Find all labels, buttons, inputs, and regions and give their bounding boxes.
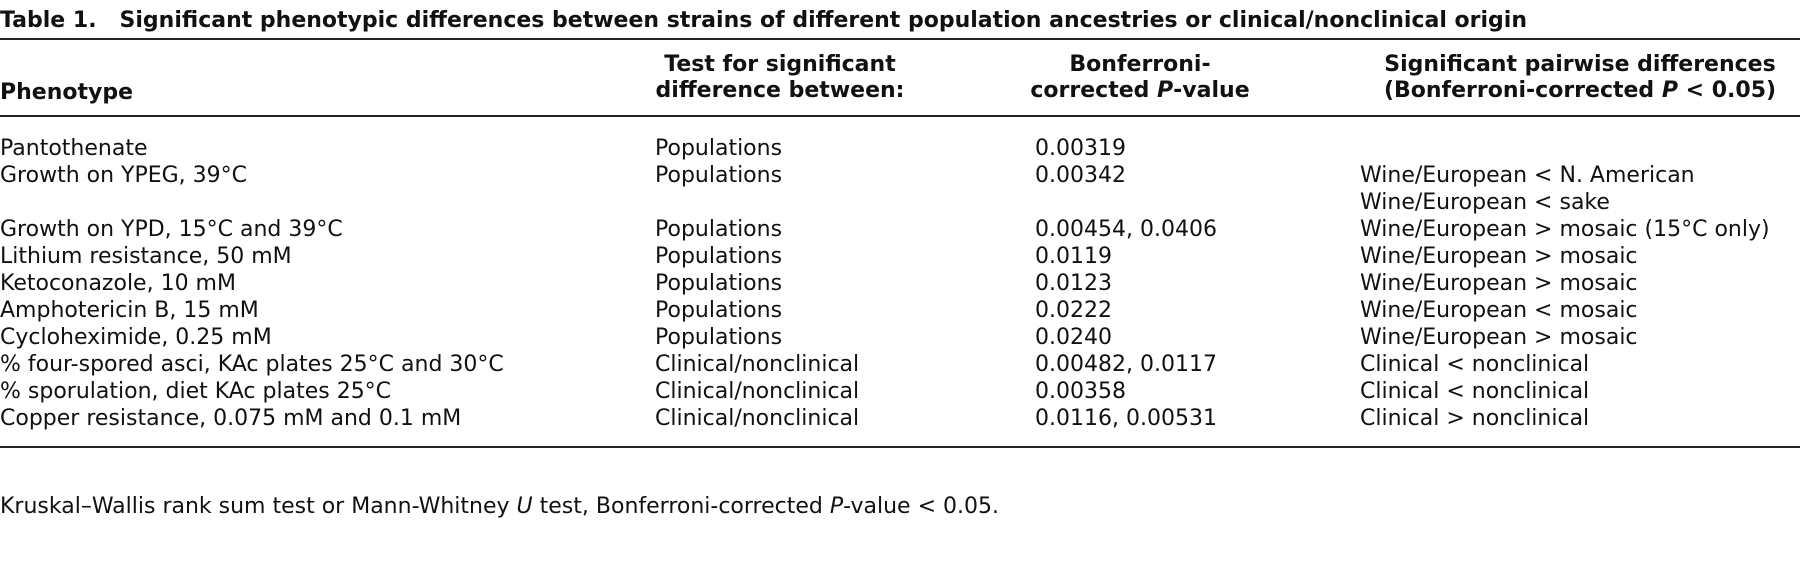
- p-value-cell: 0.0222: [1035, 298, 1112, 323]
- test-cell: Clinical/nonclinical: [655, 379, 860, 404]
- p-value-cell: 0.00319: [1035, 136, 1126, 161]
- footnote: Kruskal–Wallis rank sum test or Mann-Whi…: [0, 494, 999, 520]
- test-cell: Populations: [655, 298, 783, 323]
- test-cell: Populations: [655, 244, 783, 269]
- bottom-rule: [0, 446, 1800, 448]
- phenotype-cell: Cycloheximide, 0.25 mM: [0, 325, 272, 350]
- p-value-cell: 0.0116, 0.00531: [1035, 406, 1217, 431]
- test-cell: Populations: [655, 217, 783, 242]
- phenotype-cell: % four-spored asci, KAc plates 25°C and …: [0, 352, 504, 377]
- header-line: (Bonferroni-corrected P < 0.05): [1360, 78, 1800, 104]
- header-text: P: [1157, 78, 1174, 103]
- header-rule: [0, 115, 1800, 117]
- table-title: Significant phenotypic differences betwe…: [119, 8, 1527, 33]
- test-cell: Populations: [655, 163, 783, 188]
- table-caption: Table 1. Significant phenotypic differen…: [0, 8, 1527, 34]
- test-cell: Populations: [655, 136, 783, 161]
- footnote-text: Kruskal–Wallis rank sum test or Mann-Whi…: [0, 494, 517, 519]
- p-value-cell: 0.00482, 0.0117: [1035, 352, 1217, 377]
- difference-cell: Clinical < nonclinical: [1360, 379, 1590, 404]
- difference-cell: Wine/European > mosaic (15°C only): [1360, 217, 1770, 242]
- phenotype-cell: Lithium resistance, 50 mM: [0, 244, 292, 269]
- p-value-cell: 0.00454, 0.0406: [1035, 217, 1217, 242]
- test-cell: Populations: [655, 271, 783, 296]
- difference-cell: Wine/European < N. American: [1360, 163, 1695, 188]
- phenotype-cell: Ketoconazole, 10 mM: [0, 271, 236, 296]
- phenotype-cell: % sporulation, diet KAc plates 25°C: [0, 379, 392, 404]
- footnote-text: U: [516, 494, 533, 519]
- p-value-cell: 0.0240: [1035, 325, 1112, 350]
- footnote-text: -value < 0.05.: [843, 494, 999, 519]
- top-rule: [0, 38, 1800, 40]
- p-value-cell: 0.0123: [1035, 271, 1112, 296]
- difference-cell: Wine/European > mosaic: [1360, 271, 1638, 296]
- test-cell: Clinical/nonclinical: [655, 352, 860, 377]
- header-cell: Significant pairwise differences (Bonfer…: [1360, 52, 1800, 104]
- header-line: corrected P-value: [1020, 78, 1260, 104]
- header-line: Test for significant: [664, 52, 896, 77]
- header-line: Significant pairwise differences: [1384, 52, 1776, 77]
- phenotype-cell: Amphotericin B, 15 mM: [0, 298, 259, 323]
- header-line: Bonferroni-: [1069, 52, 1211, 77]
- p-value-cell: 0.00358: [1035, 379, 1126, 404]
- phenotype-cell: Copper resistance, 0.075 mM and 0.1 mM: [0, 406, 462, 431]
- header-text: < 0.05): [1677, 78, 1777, 103]
- footnote-text: P: [829, 494, 844, 519]
- phenotype-cell: Growth on YPD, 15°C and 39°C: [0, 217, 343, 242]
- footnote-text: test, Bonferroni-corrected: [532, 494, 830, 519]
- difference-cell: Wine/European > mosaic: [1360, 325, 1638, 350]
- header-cell: Test for significant difference between:: [640, 52, 920, 104]
- difference-cell: Wine/European < sake: [1360, 190, 1610, 215]
- test-cell: Clinical/nonclinical: [655, 406, 860, 431]
- p-value-cell: 0.0119: [1035, 244, 1112, 269]
- difference-cell: Wine/European > mosaic: [1360, 244, 1638, 269]
- header-text: -value: [1173, 78, 1250, 103]
- header-cell: Phenotype: [0, 80, 134, 105]
- header-cell: Bonferroni- corrected P-value: [1020, 52, 1260, 104]
- phenotype-cell: Pantothenate: [0, 136, 148, 161]
- header-text: P: [1661, 78, 1678, 103]
- table-label: Table 1.: [0, 8, 97, 33]
- test-cell: Populations: [655, 325, 783, 350]
- difference-cell: Clinical < nonclinical: [1360, 352, 1590, 377]
- header-text: corrected: [1030, 78, 1158, 103]
- header-text: (Bonferroni-corrected: [1383, 78, 1662, 103]
- p-value-cell: 0.00342: [1035, 163, 1126, 188]
- phenotype-cell: Growth on YPEG, 39°C: [0, 163, 248, 188]
- difference-cell: Clinical > nonclinical: [1360, 406, 1590, 431]
- header-line: difference between:: [655, 78, 905, 103]
- difference-cell: Wine/European < mosaic: [1360, 298, 1638, 323]
